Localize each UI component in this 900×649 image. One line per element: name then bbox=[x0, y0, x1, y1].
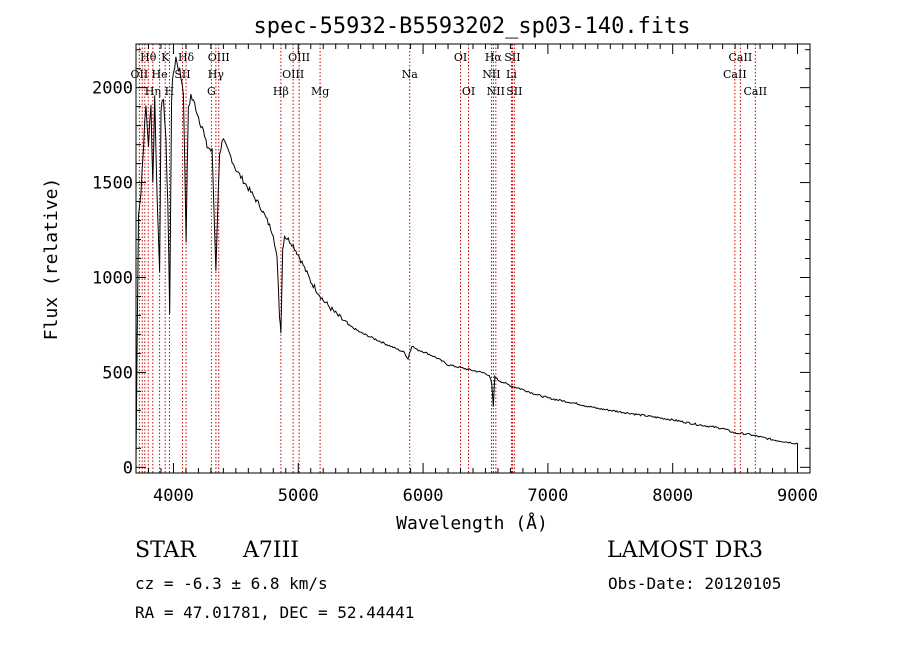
line-label: OIII bbox=[288, 51, 310, 64]
line-labels: Hθ OII Hη K He H Hδ SII OIII Hγ G OIII OIII Hβ Mg Na OI O… bbox=[131, 51, 768, 98]
line-label: SII bbox=[506, 85, 522, 98]
line-label: H bbox=[165, 85, 175, 98]
x-axis-ticks: 4000 5000 6000 7000 8000 9000 bbox=[135, 44, 818, 506]
line-label: SII bbox=[504, 51, 520, 64]
x-tick-label: 8000 bbox=[652, 486, 693, 506]
spectrum-line bbox=[135, 56, 798, 468]
line-label: OIII bbox=[208, 51, 230, 64]
line-label: NII bbox=[482, 68, 500, 81]
ra-dec-coordinates: RA = 47.01781, DEC = 52.44441 bbox=[135, 603, 415, 622]
line-label: Na bbox=[402, 68, 419, 81]
line-label: Hβ bbox=[273, 85, 289, 98]
line-label: K bbox=[161, 51, 170, 64]
x-tick-label: 6000 bbox=[403, 486, 444, 506]
line-label: Hη bbox=[145, 85, 161, 98]
line-label: Li bbox=[506, 68, 517, 81]
y-tick-label: 2000 bbox=[92, 79, 133, 99]
y-tick-label: 0 bbox=[123, 458, 133, 478]
observation-date: Obs-Date: 20120105 bbox=[608, 574, 782, 593]
y-tick-label: 1000 bbox=[92, 268, 133, 288]
axes bbox=[135, 43, 811, 474]
object-class: STAR bbox=[135, 538, 196, 563]
line-label: OI bbox=[454, 51, 467, 64]
line-label: He bbox=[152, 68, 168, 81]
x-axis-label: Wavelength (Å) bbox=[396, 512, 548, 534]
line-label: CaII bbox=[729, 51, 753, 64]
line-label: Hγ bbox=[208, 68, 225, 81]
x-tick-label: 4000 bbox=[153, 486, 194, 506]
spectral-subclass: A7III bbox=[243, 538, 299, 563]
line-label: G bbox=[207, 85, 216, 98]
chart-title: spec-55932-B5593202_sp03-140.fits bbox=[253, 14, 690, 39]
x-tick-label: 5000 bbox=[278, 486, 319, 506]
line-label: CaII bbox=[743, 85, 767, 98]
line-label: OII bbox=[131, 68, 149, 81]
emission-line-markers bbox=[138, 44, 756, 473]
y-tick-label: 1500 bbox=[92, 174, 133, 194]
survey-name: LAMOST DR3 bbox=[607, 538, 763, 563]
redshift-velocity: cz = -6.3 ± 6.8 km/s bbox=[135, 574, 328, 593]
line-label: Hα bbox=[485, 51, 503, 64]
line-label: OI bbox=[462, 85, 475, 98]
line-label: OIII bbox=[282, 68, 304, 81]
x-tick-label: 9000 bbox=[777, 486, 818, 506]
line-label: CaII bbox=[723, 68, 747, 81]
spectrum-series bbox=[135, 56, 798, 468]
line-label: Hθ bbox=[140, 51, 157, 64]
line-label: NII bbox=[487, 85, 505, 98]
plot-frame bbox=[135, 43, 811, 474]
line-label: SII bbox=[174, 68, 190, 81]
y-tick-label: 500 bbox=[102, 363, 133, 383]
line-label: Mg bbox=[311, 85, 329, 98]
y-axis-label: Flux (relative) bbox=[41, 178, 62, 341]
line-label: Hδ bbox=[178, 51, 195, 64]
x-tick-label: 7000 bbox=[527, 486, 568, 506]
y-axis-ticks: 0 500 1000 1500 2000 bbox=[92, 49, 810, 478]
